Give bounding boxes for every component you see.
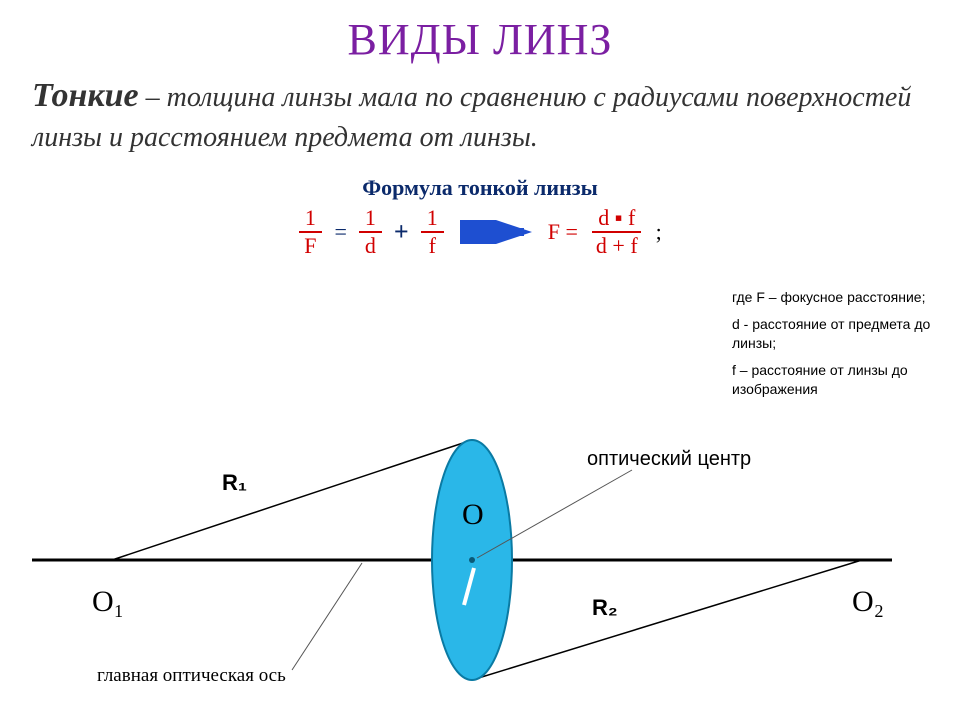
label-optc: оптический центр <box>587 448 751 471</box>
den: F <box>298 233 322 257</box>
den: d <box>359 233 382 257</box>
F: F <box>548 219 560 244</box>
legend-F: где F – фокусное расстояние; <box>732 288 932 307</box>
legend-d: d - расстояние от предмета до линзы; <box>732 315 932 353</box>
frac-1f: 1 f <box>421 207 444 257</box>
num: d ▪ f <box>592 207 641 233</box>
num: 1 <box>421 207 444 233</box>
den: d + f <box>590 233 644 257</box>
intro-lead: Тонкие <box>32 77 139 114</box>
intro-text: Тонкие – толщина линзы мала по сравнению… <box>32 73 928 157</box>
eq: = <box>560 219 578 244</box>
lens-diagram: R₁ R₂ O O₁ O₂ оптический центр главная оптичес… <box>32 430 928 710</box>
semicolon: ; <box>656 219 662 245</box>
label-axislbl: главная оптическая ось <box>97 665 286 687</box>
page-title: ВИДЫ ЛИНЗ <box>32 14 928 65</box>
label-O: O <box>462 498 484 532</box>
label-R1: R₁ <box>222 470 247 496</box>
formula-row: 1 F = 1 d + 1 f F = d ▪ f d + f ; <box>32 207 928 257</box>
num: 1 <box>299 207 322 233</box>
frac-1d: 1 d <box>359 207 382 257</box>
formula-title: Формула тонкой линзы <box>32 175 928 201</box>
num: 1 <box>359 207 382 233</box>
legend: где F – фокусное расстояние; d - расстоя… <box>732 288 932 406</box>
F-eq: F = <box>548 219 578 245</box>
den: f <box>423 233 442 257</box>
label-R2: R₂ <box>592 595 618 621</box>
frac-1F: 1 F <box>298 207 322 257</box>
legend-f: f – расстояние от линзы до изображения <box>732 361 932 399</box>
arrow-icon <box>456 220 536 244</box>
label-O1: O₁ <box>92 585 124 619</box>
intro-dash: – <box>139 82 167 113</box>
label-O2: O₂ <box>852 585 884 619</box>
plus: + <box>394 217 409 247</box>
equals-1: = <box>334 219 346 245</box>
frac-dfdf: d ▪ f d + f <box>590 207 644 257</box>
